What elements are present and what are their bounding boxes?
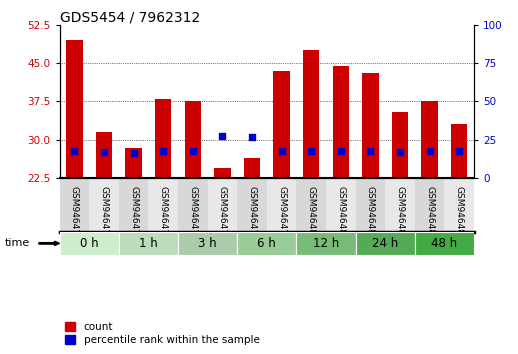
Point (425, 149, 434, 154)
Text: 12 h: 12 h (313, 237, 339, 250)
Point (130, 150, 138, 156)
Bar (296, 178, 326, 232)
Text: 48 h: 48 h (431, 237, 457, 250)
Bar (244, 158, 260, 178)
Text: GSM946480: GSM946480 (307, 186, 315, 241)
Text: GSM946483: GSM946483 (395, 186, 405, 241)
Point (455, 149, 463, 154)
Bar (208, 178, 237, 232)
Bar (237, 232, 296, 255)
Bar (184, 102, 201, 178)
Bar (355, 178, 385, 232)
Text: GSM946473: GSM946473 (99, 186, 108, 241)
Text: GSM946472: GSM946472 (70, 186, 79, 241)
Bar (385, 178, 415, 232)
Bar (333, 66, 349, 178)
Bar (125, 148, 142, 178)
Bar (355, 232, 415, 255)
Text: GSM946479: GSM946479 (277, 186, 286, 241)
Text: GSM946476: GSM946476 (188, 186, 197, 241)
Text: 24 h: 24 h (372, 237, 398, 250)
Bar (362, 73, 379, 178)
Text: GSM946481: GSM946481 (336, 186, 346, 241)
Text: GSM946474: GSM946474 (129, 186, 138, 241)
Point (248, 134, 256, 139)
Bar (237, 178, 267, 232)
Bar (60, 178, 89, 232)
Text: 3 h: 3 h (198, 237, 217, 250)
Point (70, 148, 79, 153)
Point (366, 149, 375, 154)
Point (337, 149, 345, 154)
Bar (303, 50, 319, 178)
Bar (60, 232, 119, 255)
Text: 0 h: 0 h (80, 237, 98, 250)
Text: GDS5454 / 7962312: GDS5454 / 7962312 (60, 11, 200, 25)
Text: time: time (5, 238, 31, 249)
Bar (66, 40, 82, 178)
Legend: count, percentile rank within the sample: count, percentile rank within the sample (65, 322, 260, 345)
Point (396, 149, 404, 155)
Bar (296, 232, 355, 255)
Text: GSM946475: GSM946475 (159, 186, 168, 241)
Point (218, 133, 226, 139)
Point (307, 149, 315, 154)
Bar (267, 178, 296, 232)
Text: 1 h: 1 h (139, 237, 158, 250)
Bar (415, 178, 444, 232)
Point (278, 149, 286, 154)
Bar (96, 132, 112, 178)
Bar (178, 232, 237, 255)
Bar (415, 232, 474, 255)
Bar (422, 102, 438, 178)
Bar (214, 168, 231, 178)
Bar (155, 99, 171, 178)
Bar (119, 178, 148, 232)
Bar (274, 71, 290, 178)
Bar (119, 232, 178, 255)
Point (100, 149, 108, 155)
Text: GSM946478: GSM946478 (248, 186, 256, 241)
Point (159, 149, 167, 154)
Point (189, 149, 197, 154)
Bar (178, 178, 208, 232)
Text: GSM946482: GSM946482 (366, 186, 375, 241)
Text: 6 h: 6 h (257, 237, 276, 250)
Bar (392, 112, 408, 178)
Bar (89, 178, 119, 232)
Bar (326, 178, 355, 232)
Bar (148, 178, 178, 232)
Text: GSM946485: GSM946485 (455, 186, 464, 241)
Bar (451, 125, 467, 178)
Bar (444, 178, 474, 232)
Text: GSM946484: GSM946484 (425, 186, 434, 241)
Text: GSM946477: GSM946477 (218, 186, 227, 241)
